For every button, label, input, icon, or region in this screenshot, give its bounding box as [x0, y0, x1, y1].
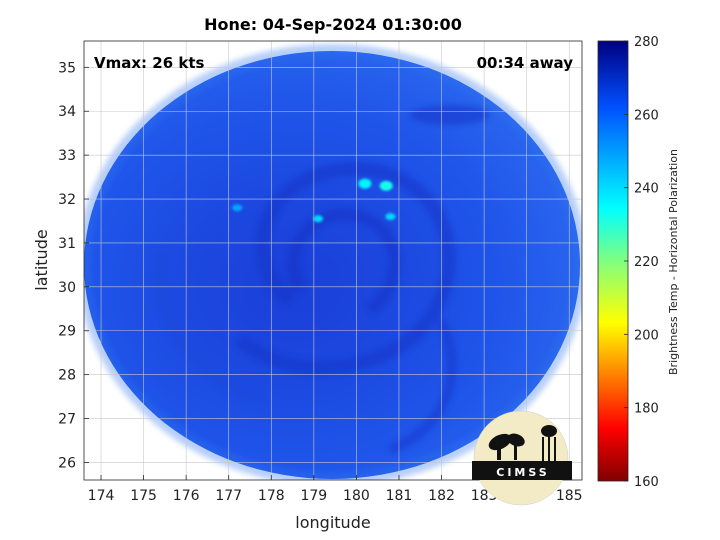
- x-tick-label: 180: [343, 488, 370, 504]
- y-axis-label: latitude: [32, 229, 51, 290]
- x-tick-label: 175: [130, 488, 157, 504]
- x-tick-label: 181: [386, 488, 413, 504]
- y-tick-label: 31: [58, 236, 76, 252]
- y-tick-label: 33: [58, 148, 76, 164]
- cimss-logo: CIMSS: [472, 410, 572, 506]
- y-tick-label: 27: [58, 412, 76, 428]
- y-tick-label: 30: [58, 280, 76, 296]
- x-tick-label: 185: [556, 488, 583, 504]
- swath-layer: [84, 44, 582, 480]
- time-away-annotation: 00:34 away: [477, 54, 574, 72]
- chart-title: Hone: 04-Sep-2024 01:30:00: [204, 15, 462, 34]
- colorbar-tick-label: 160: [634, 475, 659, 490]
- vmax-annotation: Vmax: 26 kts: [94, 54, 204, 72]
- colorbar-tick-label: 220: [634, 255, 659, 270]
- cimss-logo-text: CIMSS: [496, 466, 549, 479]
- warm-spot: [232, 204, 243, 212]
- colorbar: [597, 40, 629, 482]
- warm-spot: [379, 180, 393, 191]
- colorbar-label: Brightness Temp - Horizontal Polarizatio…: [667, 149, 680, 375]
- y-tick-label: 32: [58, 192, 76, 208]
- colorbar-tick-label: 280: [634, 35, 659, 50]
- x-tick-label: 182: [428, 488, 455, 504]
- grid-lines: [84, 41, 582, 480]
- x-tick-labels: 174175176177178179180181182183184185: [88, 488, 583, 504]
- y-tick-label: 26: [58, 455, 76, 471]
- y-tick-label: 35: [58, 60, 76, 76]
- y-tick-label: 34: [58, 104, 76, 120]
- colorbar-tick-labels: 160 180 200 220 240 260 280: [624, 35, 659, 490]
- x-tick-label: 178: [258, 488, 285, 504]
- y-tick-label: 28: [58, 368, 76, 384]
- colorbar-tick-label: 200: [634, 328, 659, 343]
- y-tick-label: 29: [58, 324, 76, 340]
- warm-spot: [358, 178, 372, 189]
- x-axis-label: longitude: [295, 513, 370, 532]
- warm-spots-layer: [232, 178, 396, 223]
- x-tick-label: 179: [300, 488, 327, 504]
- x-tick-label: 176: [173, 488, 200, 504]
- axes-frame: [83, 40, 583, 481]
- x-tick-label: 177: [215, 488, 242, 504]
- y-tick-labels: 26 27 28 29 30 31 32 33 34 35: [58, 60, 76, 471]
- rainband-texture: [153, 105, 490, 455]
- x-tick-label: 174: [88, 488, 115, 504]
- colorbar-tick-label: 240: [634, 182, 659, 197]
- warm-spot: [313, 215, 324, 223]
- colorbar-tick-label: 260: [634, 108, 659, 123]
- warm-spot: [385, 213, 396, 221]
- colorbar-tick-label: 180: [634, 402, 659, 417]
